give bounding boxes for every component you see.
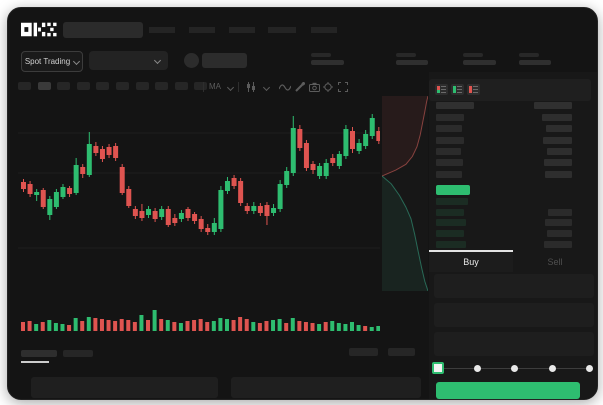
timeframe-chip[interactable] xyxy=(76,82,90,90)
book-header-amount[interactable] xyxy=(534,102,572,109)
nav-item[interactable] xyxy=(229,27,255,33)
amount-slider-handle[interactable] xyxy=(432,362,444,374)
ma-indicator-button[interactable]: MA xyxy=(209,82,221,91)
nav-item[interactable] xyxy=(149,27,175,33)
red-bar xyxy=(469,86,472,93)
timeframe-chip[interactable] xyxy=(18,82,31,90)
green-bar xyxy=(453,86,456,93)
ask-amount[interactable] xyxy=(542,114,572,121)
slider-stop[interactable] xyxy=(473,365,481,372)
orders-panel[interactable] xyxy=(31,377,218,398)
line-chart-icon[interactable] xyxy=(279,84,291,91)
chevron-down-icon xyxy=(153,56,162,65)
bid-amount[interactable] xyxy=(548,208,572,216)
okx-logo-icon[interactable] xyxy=(21,22,57,37)
app-window: Spot Trading MA xyxy=(7,7,598,400)
active-tab-indicator xyxy=(429,250,513,252)
draw-tool-icon[interactable] xyxy=(295,82,305,92)
last-price-badge[interactable] xyxy=(436,185,470,195)
ask-price[interactable] xyxy=(436,170,462,178)
bid-price[interactable] xyxy=(436,230,464,238)
ask-amount[interactable] xyxy=(543,136,572,144)
timeframe-chip[interactable] xyxy=(116,82,129,90)
bottom-filter-chip[interactable] xyxy=(388,348,415,356)
bid-price[interactable] xyxy=(436,240,466,248)
submit-buy-button[interactable] xyxy=(436,382,580,399)
fullscreen-icon[interactable] xyxy=(338,82,348,92)
ask-amount[interactable] xyxy=(546,125,572,133)
coin-avatar xyxy=(184,53,199,68)
candlestick-chart[interactable] xyxy=(18,96,380,291)
book-view-asks-icon[interactable] xyxy=(467,84,480,95)
pair-selector[interactable] xyxy=(89,51,168,70)
ask-amount[interactable] xyxy=(547,147,572,155)
ask-amount[interactable] xyxy=(545,170,572,178)
book-header-price[interactable] xyxy=(436,102,474,109)
tab-sell[interactable]: Sell xyxy=(513,252,597,272)
timeframe-chip[interactable] xyxy=(135,82,149,90)
order-book-toolbar xyxy=(429,79,591,101)
timeframe-chip[interactable] xyxy=(194,82,208,90)
nav-item[interactable] xyxy=(189,27,215,33)
market-type-selector[interactable]: Spot Trading xyxy=(21,51,83,72)
settings-gear-icon[interactable] xyxy=(323,82,333,92)
ticker-stat xyxy=(396,53,428,65)
bottom-filter-chip[interactable] xyxy=(349,348,378,356)
bid-amount[interactable] xyxy=(544,240,572,248)
volume-chart[interactable] xyxy=(18,304,380,331)
ticker-stat xyxy=(519,53,551,65)
ask-price[interactable] xyxy=(436,114,464,121)
ask-price[interactable] xyxy=(436,159,463,167)
slider-stop[interactable] xyxy=(586,365,593,372)
nav-item[interactable] xyxy=(268,27,296,33)
total-field[interactable] xyxy=(434,332,594,356)
bid-price[interactable] xyxy=(436,208,464,216)
ticker-stat xyxy=(463,53,496,65)
book-view-combined-icon[interactable] xyxy=(435,84,448,95)
ask-price[interactable] xyxy=(436,147,461,155)
tab-buy[interactable]: Buy xyxy=(429,252,513,272)
action-button[interactable] xyxy=(202,53,247,68)
toolbar-divider xyxy=(238,82,239,92)
bid-amount[interactable] xyxy=(547,230,572,238)
bid-price[interactable] xyxy=(436,219,466,227)
tab-buy-label: Buy xyxy=(463,257,479,267)
bottom-tab-underline xyxy=(21,361,49,363)
ask-price[interactable] xyxy=(436,125,462,133)
bid-price[interactable] xyxy=(436,198,468,205)
camera-icon[interactable] xyxy=(309,82,320,92)
timeframe-chip[interactable] xyxy=(155,82,169,90)
toolbar-divider xyxy=(203,82,204,92)
chevron-down-icon[interactable] xyxy=(226,83,235,92)
bottom-tab-active[interactable] xyxy=(21,350,57,357)
timeframe-chip[interactable] xyxy=(96,82,110,90)
book-view-bids-icon[interactable] xyxy=(451,84,464,95)
ticker-stat xyxy=(311,53,344,65)
ask-amount[interactable] xyxy=(544,159,572,167)
search-input[interactable] xyxy=(63,22,143,38)
chevron-down-icon[interactable] xyxy=(262,83,271,92)
bid-amount[interactable] xyxy=(545,219,572,227)
timeframe-chip[interactable] xyxy=(37,82,51,90)
nav-item[interactable] xyxy=(311,27,337,33)
timeframe-chip[interactable] xyxy=(57,82,71,90)
red-green-bar xyxy=(437,86,440,93)
timeframe-chip[interactable] xyxy=(174,82,188,90)
depth-sidebar[interactable] xyxy=(382,96,428,291)
history-panel[interactable] xyxy=(231,377,421,398)
amount-field[interactable] xyxy=(434,303,594,327)
slider-stop[interactable] xyxy=(548,365,556,372)
candle-style-icon[interactable] xyxy=(246,82,257,92)
bottom-tab[interactable] xyxy=(63,350,93,357)
slider-stop[interactable] xyxy=(511,365,518,372)
ask-price[interactable] xyxy=(436,136,464,144)
tab-sell-label: Sell xyxy=(547,257,563,267)
market-type-label: Spot Trading xyxy=(24,57,71,66)
chevron-down-icon xyxy=(73,57,81,66)
price-field[interactable] xyxy=(434,274,594,298)
